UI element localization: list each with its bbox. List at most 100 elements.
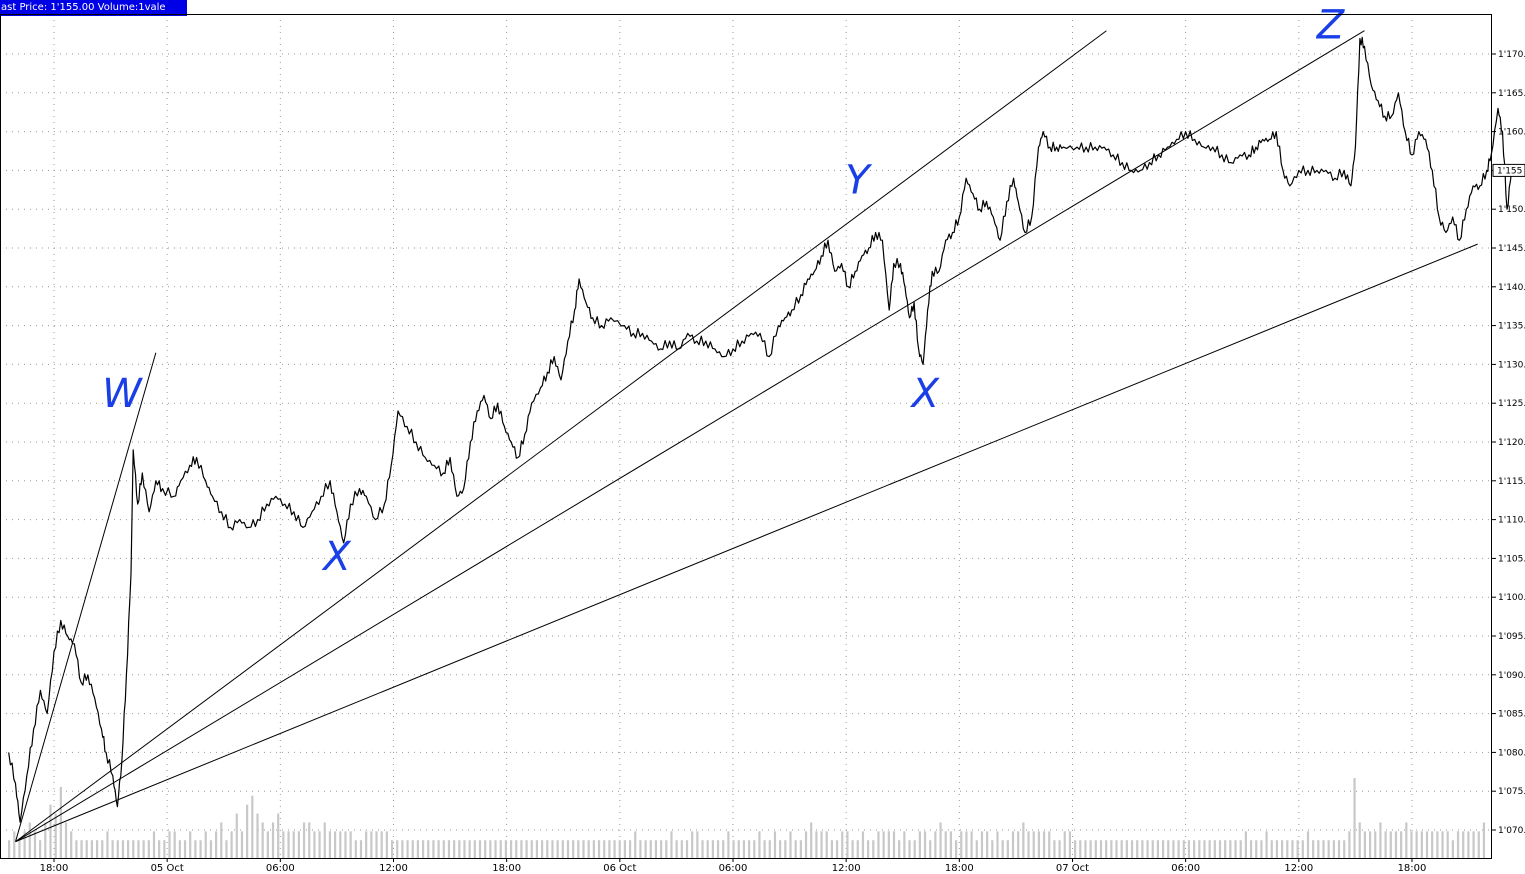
volume-bar — [302, 822, 306, 858]
y-tick-label: 1'105. — [1498, 554, 1525, 564]
volume-bar — [240, 831, 244, 858]
volume-bar — [1384, 831, 1387, 858]
volume-bar — [199, 840, 202, 858]
volume-bar — [1203, 840, 1206, 858]
volume-bar — [1306, 831, 1310, 858]
volume-bar — [949, 831, 953, 858]
volume-bar — [701, 840, 704, 858]
x-tick-label: 18:00 — [945, 863, 974, 874]
volume-bar — [1312, 840, 1315, 858]
volume-bar — [1032, 831, 1035, 858]
volume-bar — [898, 840, 901, 858]
volume-bar — [442, 840, 445, 858]
volume-bar — [913, 840, 916, 858]
volume-bar — [328, 831, 332, 858]
y-tick-label: 1'075. — [1498, 787, 1525, 797]
volume-bar — [1244, 831, 1247, 858]
volume-bar — [1048, 831, 1051, 858]
last-price-label: 1'155 — [1497, 166, 1522, 176]
volume-bar — [1477, 831, 1480, 858]
volume-bar — [784, 840, 787, 858]
volume-bar — [478, 840, 482, 858]
volume-bar — [390, 840, 394, 858]
volume-bar — [918, 831, 921, 858]
volume-bar — [1270, 840, 1273, 858]
volume-bar — [665, 840, 668, 858]
volume-bar — [1079, 840, 1082, 858]
volume-bar — [1141, 840, 1144, 858]
volume-bar — [535, 840, 539, 858]
volume-bar — [261, 822, 264, 858]
volume-bar — [1431, 831, 1434, 858]
volume-bar — [608, 840, 611, 858]
volume-bar — [447, 840, 451, 858]
x-tick-label: 12:00 — [832, 863, 861, 874]
volume-bar — [623, 840, 627, 858]
volume-bar — [592, 840, 595, 858]
x-tick-label: 18:00 — [492, 863, 521, 874]
volume-bar — [1161, 840, 1165, 858]
volume-bar — [1337, 840, 1341, 858]
volume-bar — [1249, 840, 1253, 858]
volume-bar — [484, 840, 487, 858]
x-tick-label: 07 Oct — [1056, 863, 1089, 874]
volume-bar — [271, 822, 275, 858]
price-series — [8, 36, 1513, 823]
volume-bar — [1151, 840, 1154, 858]
volume-bar — [1472, 831, 1475, 858]
volume-bar — [1410, 831, 1413, 858]
volume-bar — [370, 831, 373, 858]
volume-bar — [882, 831, 885, 858]
volume-bar — [1027, 831, 1030, 858]
volume-bar — [980, 831, 984, 858]
volume-bar — [1068, 831, 1072, 858]
volume-bar — [339, 831, 342, 858]
wave-labels: W X Y X Z — [102, 2, 1346, 580]
volume-bar — [944, 831, 947, 858]
volume-bar — [1291, 840, 1294, 858]
volume-bar — [1296, 840, 1299, 858]
volume-bar — [101, 840, 104, 858]
volume-bar — [1281, 840, 1284, 858]
volume-bar — [799, 840, 802, 858]
x-tick-label: 12:00 — [379, 863, 408, 874]
volume-bar — [1058, 840, 1061, 858]
volume-bar — [546, 840, 549, 858]
volume-bar — [64, 822, 68, 858]
volume-bar — [1348, 831, 1351, 858]
volume-bar — [1136, 840, 1139, 858]
y-tick-label: 1'145. — [1498, 244, 1525, 254]
volume-bar — [1208, 840, 1211, 858]
volume-bar — [189, 831, 192, 858]
volume-bar — [1130, 840, 1134, 858]
volume-bar — [1182, 840, 1185, 858]
volume-bar — [1017, 831, 1020, 858]
volume-bar — [654, 840, 658, 858]
volume-bar — [722, 840, 725, 858]
volume-bar — [680, 840, 683, 858]
volume-bar — [649, 840, 652, 858]
volume-bar — [789, 831, 792, 858]
volume-bar — [1063, 831, 1066, 858]
volume-bars — [8, 778, 1486, 858]
volume-bar — [313, 831, 316, 858]
volume-bar — [178, 840, 181, 858]
volume-bar — [1343, 840, 1346, 858]
volume-bar — [13, 831, 16, 858]
volume-bar — [960, 831, 963, 858]
volume-bar — [748, 840, 751, 858]
volume-bar — [1368, 831, 1372, 858]
wave-label-w: W — [102, 371, 143, 417]
volume-bar — [556, 840, 559, 858]
volume-bar — [1482, 822, 1486, 858]
wave-label-y: Y — [845, 158, 873, 204]
volume-bar — [158, 840, 161, 858]
volume-bar — [1110, 840, 1113, 858]
volume-bar — [308, 822, 311, 858]
volume-bar — [225, 840, 228, 858]
volume-bar — [75, 840, 78, 858]
volume-bar — [861, 831, 865, 858]
volume-bar — [1022, 822, 1025, 858]
volume-bar — [111, 840, 114, 858]
volume-bar — [18, 840, 21, 858]
